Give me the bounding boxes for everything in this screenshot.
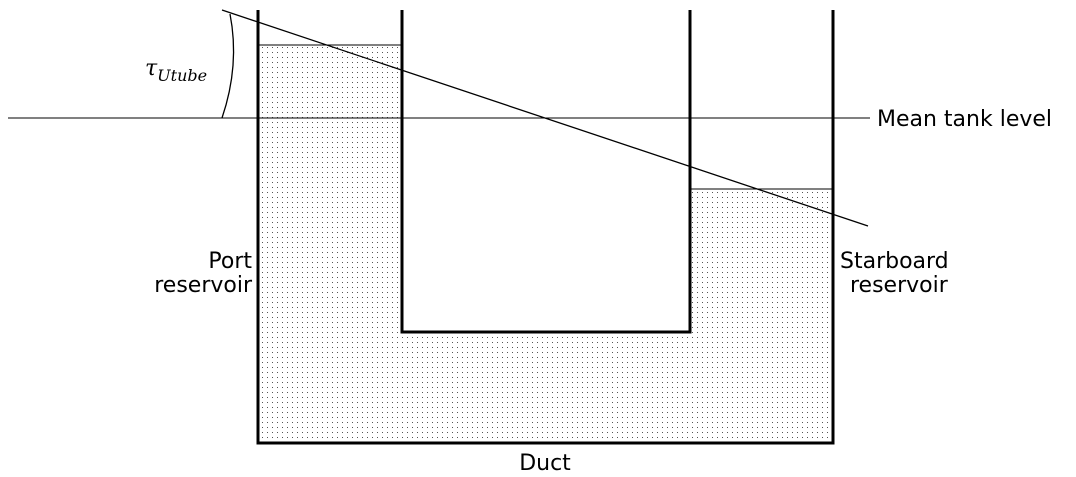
angle-label: τUtube bbox=[145, 56, 207, 85]
fluid bbox=[258, 45, 833, 443]
tilted-level-line bbox=[221, 9, 869, 227]
outer-wall bbox=[256, 10, 835, 445]
port-label: Port bbox=[208, 249, 252, 274]
angle-subscript: Utube bbox=[157, 66, 207, 85]
tank-walls bbox=[256, 10, 835, 445]
duct-label: Duct bbox=[519, 451, 571, 476]
starboard-label: reservoir bbox=[850, 273, 949, 298]
port-label: reservoir bbox=[154, 273, 253, 298]
angle-arc bbox=[221, 13, 235, 119]
inner-wall bbox=[400, 10, 692, 334]
mean-level-label: Mean tank level bbox=[877, 107, 1052, 132]
starboard-label: Starboard bbox=[840, 249, 949, 274]
angle-symbol: τ bbox=[145, 56, 158, 81]
